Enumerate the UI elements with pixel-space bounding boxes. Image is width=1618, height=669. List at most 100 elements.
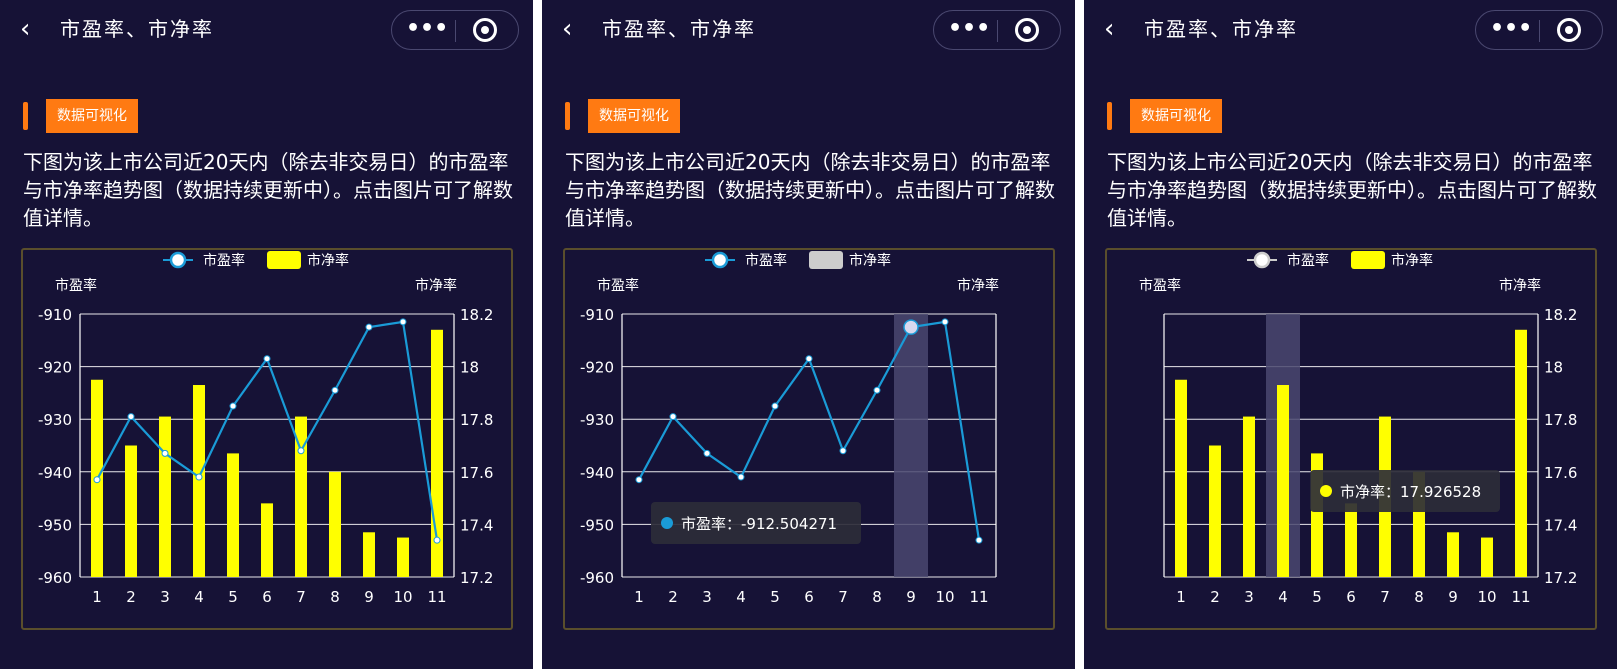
point-pe-3 (703, 449, 711, 457)
y-tick-right: 17.2 (1544, 569, 1577, 587)
chart-frame[interactable]: 市盈率 市净率 市盈率 市净率 -910 18.2 -920 18 -930 17.8 -940 17… (21, 248, 513, 630)
y-tick-right: 18 (460, 359, 479, 377)
legend-line-marker (1253, 251, 1271, 269)
target-circle-icon[interactable] (1557, 18, 1581, 42)
mini-program-capsule: ••• (391, 10, 519, 50)
x-tick-8: 8 (1414, 588, 1424, 606)
x-tick-8: 8 (330, 588, 340, 606)
bar-pb-10 (1481, 537, 1493, 577)
back-chevron-icon[interactable]: ‹ (20, 14, 31, 44)
more-dots-icon[interactable]: ••• (1490, 16, 1533, 41)
section-marker (23, 102, 28, 130)
nav-bar: ‹ 市盈率、市净率 ••• (542, 0, 1075, 60)
legend-label-pe: 市盈率 (1287, 252, 1329, 269)
screen-divider (1075, 0, 1084, 669)
bar-pb-9 (1447, 532, 1459, 577)
point-pe-1 (635, 476, 643, 484)
point-pe-6 (263, 355, 271, 363)
point-pe-3 (161, 449, 169, 457)
bar-pb-1 (1175, 379, 1187, 577)
y-tick-right: 17.4 (1544, 516, 1577, 534)
x-tick-6: 6 (262, 588, 272, 606)
mini-program-capsule: ••• (1475, 10, 1603, 50)
bar-pb-9 (363, 532, 375, 577)
chart-description: 下图为该上市公司近20天内（除去非交易日）的市盈率与市净率趋势图（数据持续更新中… (1107, 150, 1597, 230)
point-pe-6 (805, 355, 813, 363)
y-tick-left: -940 (580, 464, 614, 482)
point-pe-11 (433, 536, 441, 544)
x-tick-5: 5 (770, 588, 780, 606)
page-title: 市盈率、市净率 (1144, 17, 1298, 41)
y-tick-right: 17.4 (460, 516, 493, 534)
point-pe-10 (941, 318, 949, 326)
x-tick-4: 4 (1278, 588, 1288, 606)
nav-bar: ‹ 市盈率、市净率 ••• (1084, 0, 1617, 60)
bar-pb-6 (1345, 503, 1357, 577)
x-tick-6: 6 (804, 588, 814, 606)
chart-description: 下图为该上市公司近20天内（除去非交易日）的市盈率与市净率趋势图（数据持续更新中… (23, 150, 513, 230)
tooltip-text: 市净率：17.926528 (1340, 483, 1481, 501)
x-tick-11: 11 (1511, 588, 1530, 606)
y-tick-left: -960 (580, 569, 614, 587)
y-tick-right: 18.2 (460, 306, 493, 324)
y-axis-right-title: 市净率 (1499, 277, 1541, 294)
back-chevron-icon[interactable]: ‹ (1104, 14, 1115, 44)
bar-pb-6 (261, 503, 273, 577)
target-circle-icon[interactable] (1015, 18, 1039, 42)
mini-program-capsule: ••• (933, 10, 1061, 50)
bar-pb-3 (159, 416, 171, 577)
tooltip-text: 市盈率：-912.504271 (681, 515, 837, 533)
x-tick-10: 10 (1477, 588, 1496, 606)
x-tick-3: 3 (702, 588, 712, 606)
legend-bar-swatch (1351, 251, 1385, 269)
more-dots-icon[interactable]: ••• (948, 16, 991, 41)
section-tag: 数据可视化 (46, 99, 138, 133)
point-pe-8 (873, 386, 881, 394)
target-circle-icon[interactable] (473, 18, 497, 42)
y-tick-left: -950 (580, 516, 614, 534)
x-tick-10: 10 (935, 588, 954, 606)
x-tick-5: 5 (1312, 588, 1322, 606)
y-axis-left-title: 市盈率 (55, 277, 97, 294)
chart-frame[interactable]: 市盈率 市净率 市盈率 市净率 -910 -920 -930 -940 -950 -960 1 2 3 4… (563, 248, 1055, 630)
capsule-divider (455, 20, 456, 42)
y-tick-left: -910 (38, 306, 72, 324)
back-chevron-icon[interactable]: ‹ (562, 14, 573, 44)
chart-frame[interactable]: 市盈率 市净率 市盈率 市净率 18.2 18 17.8 17.6 17.4 17.2 1 2 3 4 5 6… (1105, 248, 1597, 630)
legend-line-marker (711, 251, 729, 269)
x-tick-3: 3 (1244, 588, 1254, 606)
section-marker (565, 102, 570, 130)
point-pe-2 (127, 413, 135, 421)
point-pe-9 (365, 323, 373, 331)
y-tick-right: 17.2 (460, 569, 493, 587)
page-title: 市盈率、市净率 (602, 17, 756, 41)
x-tick-7: 7 (296, 588, 306, 606)
x-tick-2: 2 (1210, 588, 1220, 606)
x-tick-1: 1 (634, 588, 644, 606)
more-dots-icon[interactable]: ••• (406, 16, 449, 41)
legend-label-pb: 市净率 (307, 252, 349, 269)
y-axis-right-title: 市净率 (415, 277, 457, 294)
y-tick-left: -930 (38, 411, 72, 429)
x-tick-6: 6 (1346, 588, 1356, 606)
y-tick-right: 18.2 (1544, 306, 1577, 324)
x-tick-9: 9 (906, 588, 916, 606)
chart-description: 下图为该上市公司近20天内（除去非交易日）的市盈率与市净率趋势图（数据持续更新中… (565, 150, 1055, 230)
bar-pb-8 (329, 471, 341, 577)
page-title: 市盈率、市净率 (60, 17, 214, 41)
bar-pb-11 (1515, 329, 1527, 577)
x-tick-4: 4 (736, 588, 746, 606)
tooltip-box (1310, 470, 1500, 512)
legend-bar-swatch (809, 251, 843, 269)
point-pe-4 (737, 473, 745, 481)
bar-pb-3 (1243, 416, 1255, 577)
x-tick-10: 10 (393, 588, 412, 606)
y-axis-left-title: 市盈率 (597, 277, 639, 294)
section-tag: 数据可视化 (588, 99, 680, 133)
point-pe-8 (331, 386, 339, 394)
x-tick-4: 4 (194, 588, 204, 606)
nav-bar: ‹ 市盈率、市净率 ••• (0, 0, 533, 60)
